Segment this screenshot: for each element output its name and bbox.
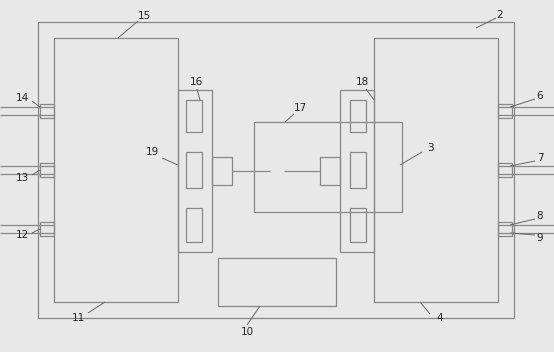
- Bar: [498, 222, 512, 236]
- Bar: [38, 22, 514, 318]
- Bar: [350, 152, 366, 188]
- Bar: [498, 163, 512, 177]
- Bar: [54, 38, 178, 302]
- Text: 17: 17: [294, 103, 306, 113]
- Bar: [40, 104, 54, 118]
- Bar: [186, 100, 202, 132]
- Bar: [498, 104, 512, 118]
- Text: 11: 11: [71, 313, 85, 323]
- Text: 12: 12: [16, 230, 29, 240]
- Text: 2: 2: [497, 10, 504, 20]
- Bar: [218, 258, 336, 306]
- Bar: [374, 38, 498, 302]
- Text: 9: 9: [537, 233, 543, 243]
- Bar: [350, 208, 366, 242]
- Bar: [178, 90, 212, 252]
- Bar: [350, 100, 366, 132]
- Text: 3: 3: [427, 143, 433, 153]
- Bar: [212, 157, 232, 185]
- Bar: [186, 152, 202, 188]
- Text: 4: 4: [437, 313, 443, 323]
- Bar: [254, 122, 402, 212]
- Bar: [40, 222, 54, 236]
- Text: 6: 6: [537, 91, 543, 101]
- Bar: [340, 90, 374, 252]
- Text: 13: 13: [16, 173, 29, 183]
- Text: 19: 19: [145, 147, 158, 157]
- Text: 16: 16: [189, 77, 203, 87]
- Bar: [40, 163, 54, 177]
- Text: 8: 8: [537, 211, 543, 221]
- Text: 7: 7: [537, 153, 543, 163]
- Bar: [186, 208, 202, 242]
- Text: 10: 10: [240, 327, 254, 337]
- Text: 18: 18: [355, 77, 368, 87]
- Bar: [320, 157, 340, 185]
- Text: 14: 14: [16, 93, 29, 103]
- Text: 15: 15: [137, 11, 151, 21]
